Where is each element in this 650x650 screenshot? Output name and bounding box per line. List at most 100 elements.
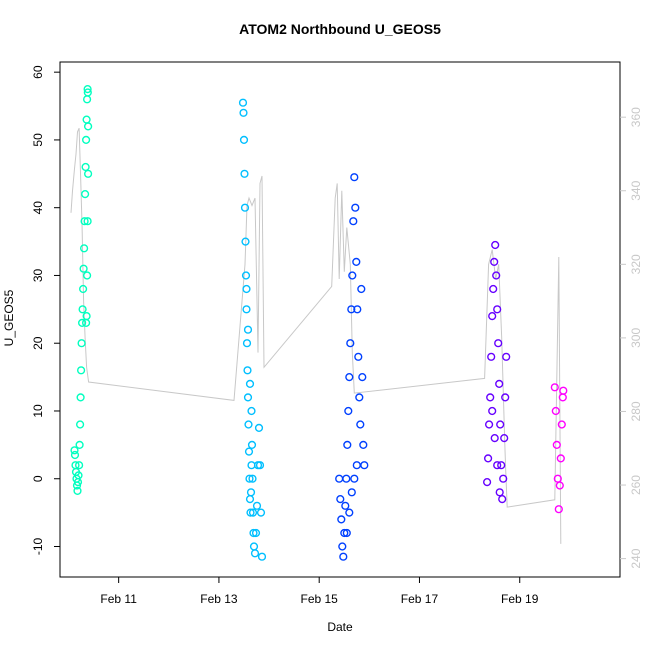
data-point (501, 393, 510, 402)
series-5 (550, 383, 568, 514)
data-point (496, 420, 505, 429)
data-point (342, 474, 351, 483)
data-point (487, 352, 496, 361)
data-point (75, 420, 85, 429)
data-point (491, 240, 500, 250)
data-point (244, 447, 254, 456)
data-point (335, 474, 344, 483)
data-point (242, 305, 251, 314)
data-point (356, 420, 365, 429)
data-point (81, 162, 90, 172)
data-point (354, 352, 363, 361)
data-point (251, 528, 261, 538)
data-point (344, 406, 353, 416)
data-point (73, 486, 82, 496)
data-point (360, 461, 369, 470)
data-point (83, 217, 92, 226)
data-point (80, 190, 90, 199)
data-point (502, 352, 511, 361)
data-point (244, 420, 253, 429)
data-point (238, 98, 248, 107)
data-point (77, 318, 87, 328)
data-point (485, 420, 494, 429)
x-axis-label: Date (327, 620, 353, 634)
y-axis-left: -10 0 10 20 30 40 50 60 (31, 65, 60, 555)
data-point (79, 264, 88, 273)
data-point (552, 440, 561, 450)
data-point (70, 446, 79, 455)
data-point (239, 135, 249, 145)
data-point (483, 478, 492, 487)
data-point (350, 474, 359, 483)
data-point (82, 115, 91, 124)
data-point (353, 305, 362, 314)
data-point (488, 406, 497, 416)
data-point (347, 305, 356, 314)
data-point (248, 474, 257, 483)
data-point (249, 542, 259, 551)
data-point (255, 461, 265, 470)
data-point (488, 312, 497, 321)
data-point (242, 339, 252, 348)
data-point (497, 461, 506, 470)
plot-frame (59, 61, 621, 578)
y2-tick-label: 240 (629, 548, 643, 568)
y-tick-label: 40 (31, 201, 45, 215)
data-point (346, 339, 355, 348)
data-point (340, 528, 349, 538)
series-4 (483, 240, 511, 504)
y-axis-right: 240 260 280 300 320 340 360 (620, 107, 643, 569)
data-point (341, 501, 350, 510)
data-point (493, 461, 502, 470)
y2-tick-label: 260 (629, 475, 643, 495)
y2-tick-label: 340 (629, 180, 643, 200)
data-point (551, 406, 560, 416)
data-point (550, 383, 559, 392)
x-tick-label: Feb 17 (401, 592, 439, 606)
data-point (83, 122, 93, 131)
y-tick-label: 30 (31, 268, 45, 282)
data-point (75, 440, 84, 450)
data-point (76, 366, 86, 375)
data-point (493, 305, 502, 314)
y-tick-label: -10 (31, 538, 45, 556)
data-point (247, 406, 256, 416)
y2-tick-label: 300 (629, 328, 643, 348)
data-point (495, 379, 504, 389)
data-point (355, 393, 364, 402)
x-tick-label: Feb 19 (501, 592, 539, 606)
x-tick-label: Feb 13 (200, 592, 238, 606)
data-point (81, 135, 91, 145)
series-2 (238, 98, 267, 561)
data-point (490, 257, 499, 267)
data-point (559, 386, 568, 395)
data-point (358, 373, 367, 382)
data-point (557, 420, 566, 429)
y-tick-label: 0 (31, 475, 45, 482)
data-point (76, 393, 85, 402)
data-point (82, 95, 92, 104)
data-point (345, 508, 354, 517)
data-point (245, 474, 254, 483)
data-point (359, 440, 368, 450)
data-point (248, 508, 258, 517)
data-point (81, 318, 91, 328)
y-tick-label: 20 (31, 336, 45, 350)
secondary-series-line (70, 128, 562, 544)
y-axis-label: U_GEOS5 (2, 289, 16, 346)
secondary-line-layer (70, 128, 562, 544)
data-point (494, 339, 503, 348)
data-point (499, 474, 508, 483)
data-point (79, 244, 89, 253)
data-point (558, 393, 567, 402)
data-point (486, 393, 495, 402)
data-point (239, 108, 248, 117)
data-point (338, 542, 347, 551)
data-point (252, 501, 262, 510)
data-point (83, 88, 92, 97)
y2-tick-label: 320 (629, 254, 643, 274)
data-point (83, 169, 93, 178)
data-point (490, 434, 499, 443)
data-point (240, 203, 250, 212)
